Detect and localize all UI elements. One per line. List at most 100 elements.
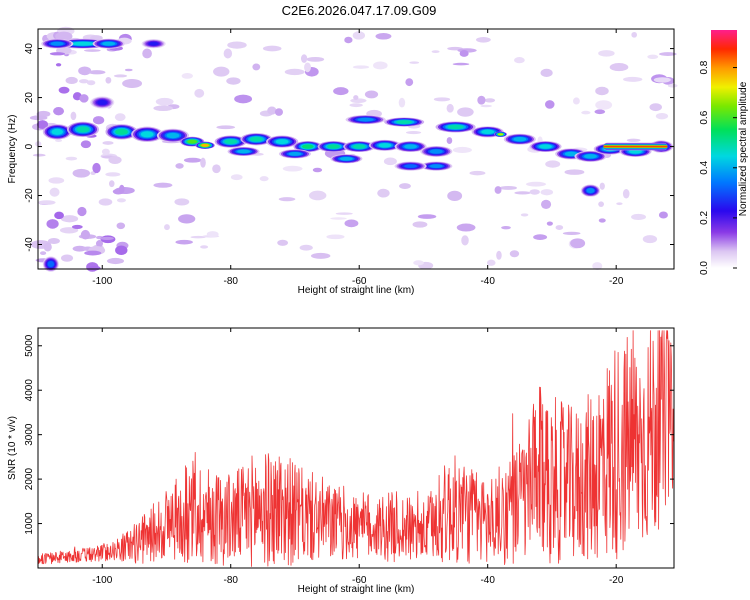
noise-speck	[38, 200, 56, 205]
noise-speck	[101, 148, 110, 155]
noise-speck	[65, 76, 78, 85]
noise-speck	[114, 113, 126, 122]
noise-speck	[623, 76, 643, 82]
noise-speck	[350, 98, 367, 104]
signal-blob-layer	[584, 154, 597, 159]
signal-blob	[384, 117, 425, 127]
noise-speck	[631, 31, 637, 38]
noise-speck	[457, 107, 474, 117]
noise-speck	[153, 182, 173, 188]
noise-speck	[216, 125, 236, 130]
signal-blob	[343, 141, 376, 153]
signal-blob	[435, 121, 476, 133]
y-tick-label: -40	[24, 237, 35, 252]
y-tick-label: 0	[24, 143, 35, 149]
noise-speck	[545, 160, 561, 168]
signal-blob-layer	[396, 120, 413, 124]
x-tick-label: -60	[352, 276, 367, 287]
noise-speck	[413, 260, 424, 266]
signal-blob	[574, 150, 607, 162]
noise-speck	[496, 250, 502, 260]
x-tick-label: -40	[480, 575, 495, 586]
x-tick-label: -40	[480, 276, 495, 287]
noise-speck	[545, 100, 555, 109]
noise-speck	[226, 77, 241, 85]
noise-speck	[309, 190, 327, 201]
signal-blob-layer	[539, 144, 552, 149]
noise-speck	[72, 168, 91, 178]
noise-speck	[65, 156, 78, 161]
noise-speck	[526, 181, 546, 187]
noise-speck	[194, 88, 205, 98]
noise-speck	[446, 103, 454, 113]
signal-blob-layer	[357, 117, 374, 122]
noise-speck	[155, 97, 174, 106]
noise-speck	[399, 183, 411, 189]
noise-speck	[486, 259, 496, 266]
noise-speck	[92, 116, 105, 125]
y-tick-label: 1000	[24, 512, 35, 535]
signal-blob	[195, 141, 215, 150]
spectrogram-marks	[29, 26, 678, 272]
noise-speck	[77, 206, 87, 217]
noise-speck	[61, 254, 74, 262]
y-tick-label: 20	[24, 92, 35, 104]
signal-blob-layer	[140, 131, 154, 138]
noise-speck	[105, 172, 121, 177]
signal-blob	[394, 141, 427, 153]
signal-blob-layer	[224, 139, 238, 145]
noise-speck	[330, 217, 347, 220]
colorbar-tick-label: 0.4	[699, 160, 710, 174]
signal-band	[603, 142, 668, 151]
noise-speck	[206, 231, 219, 238]
signal-blob	[494, 131, 507, 138]
noise-speck	[55, 63, 62, 67]
signal-blob-layer	[76, 126, 90, 133]
noise-speck	[36, 120, 49, 129]
noise-speck	[124, 68, 133, 72]
noise-speck	[452, 146, 472, 154]
noise-speck	[446, 137, 453, 144]
signal-blob	[471, 126, 504, 138]
signal-blob	[90, 96, 115, 109]
noise-speck	[116, 222, 126, 230]
y-tick-label: 5000	[24, 334, 35, 357]
noise-speck	[592, 262, 603, 270]
noise-speck	[333, 87, 349, 96]
noise-speck	[115, 245, 128, 256]
noise-speck	[609, 63, 629, 72]
noise-speck	[375, 33, 392, 40]
noise-speck	[119, 184, 125, 194]
noise-speck	[105, 76, 112, 84]
noise-speck	[252, 63, 261, 71]
noise-speck	[626, 138, 641, 142]
noise-speck	[598, 201, 605, 207]
signal-blob	[41, 38, 74, 49]
snr-panel: -100 -80 -60 -40 -20 1000 2000 3000 4000 5000 Hei…	[7, 327, 675, 595]
signal-blob	[42, 124, 72, 140]
noise-speck	[344, 219, 359, 228]
signal-band-layer	[603, 145, 668, 148]
noise-speck	[383, 157, 397, 166]
signal-blob	[420, 161, 453, 171]
noise-speck	[412, 221, 428, 228]
noise-speck	[282, 165, 303, 172]
noise-speck	[459, 50, 469, 57]
noise-speck	[71, 224, 83, 229]
noise-speck	[113, 74, 128, 78]
noise-speck	[108, 156, 122, 164]
noise-speck	[564, 169, 585, 175]
noise-speck	[142, 48, 152, 59]
noise-speck	[352, 65, 370, 69]
signal-blob-layer	[302, 144, 314, 149]
noise-speck	[84, 250, 102, 256]
snr-y-label: SNR (10 * v/v)	[7, 416, 18, 480]
chart-title: C2E6.2026.047.17.09.G09	[282, 3, 437, 18]
noise-speck	[106, 257, 125, 265]
noise-speck	[116, 198, 126, 203]
noise-speck	[46, 219, 59, 229]
noise-speck	[529, 189, 540, 195]
noise-speck	[499, 185, 517, 190]
noise-speck	[349, 103, 363, 108]
noise-speck	[55, 31, 73, 42]
